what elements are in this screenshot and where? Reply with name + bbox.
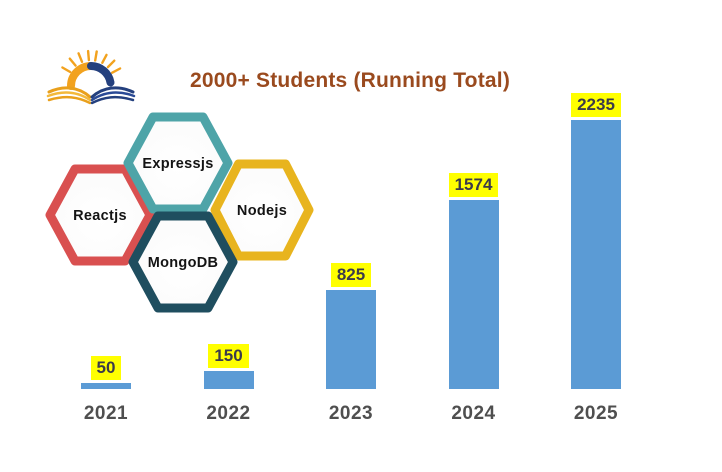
hexagon-nodejs: Nodejs [210, 159, 314, 261]
hexagon-mongodb: MongoDB [128, 211, 238, 313]
x-axis-label-2025: 2025 [573, 403, 619, 424]
nodejs-label: Nodejs [237, 203, 287, 219]
hexagon-reactjs: Reactjs [45, 164, 155, 266]
expressjs-hexagon-shape [123, 112, 233, 214]
chart-title: 2000+ Students (Running Total) [189, 69, 511, 92]
bar-column-2024: 1574 [448, 173, 499, 389]
open-book-icon [46, 86, 136, 105]
x-axis-label-2021: 2021 [83, 403, 129, 424]
data-label-2022: 150 [208, 344, 249, 368]
bar-2025 [571, 120, 621, 389]
x-axis-label-2024: 2024 [451, 403, 496, 424]
nodejs-hexagon-shape [210, 159, 314, 261]
x-axis-label-2023: 2023 [328, 403, 374, 424]
bar-2023 [326, 290, 376, 389]
data-label-2023: 825 [330, 263, 372, 287]
bar-column-2022: 150 [203, 344, 254, 389]
hexagon-expressjs: Expressjs [123, 112, 233, 214]
reactjs-hexagon-shape [45, 164, 155, 266]
data-label-2021: 50 [90, 356, 122, 380]
bar-2024 [448, 200, 499, 389]
reactjs-label: Reactjs [73, 208, 127, 224]
bar-2022 [203, 371, 254, 389]
data-label-2025: 2235 [571, 93, 621, 117]
bar-column-2021: 50 [81, 356, 131, 389]
bar-column-2023: 825 [326, 263, 376, 389]
bar-2021 [81, 383, 131, 389]
expressjs-label: Expressjs [142, 156, 213, 172]
data-label-2024: 1574 [448, 173, 499, 197]
mongodb-label: MongoDB [148, 255, 219, 271]
mern-stack-graphic: Reactjs Expressjs Nodejs MongoDB [45, 112, 314, 313]
sun-arc-icon [67, 62, 115, 90]
sun-rays-icon [61, 49, 122, 74]
bar-column-2025: 2235 [571, 93, 621, 389]
sunrise-book-logo [46, 49, 136, 105]
x-axis-label-2022: 2022 [206, 403, 251, 424]
mongodb-hexagon-shape [128, 211, 238, 313]
